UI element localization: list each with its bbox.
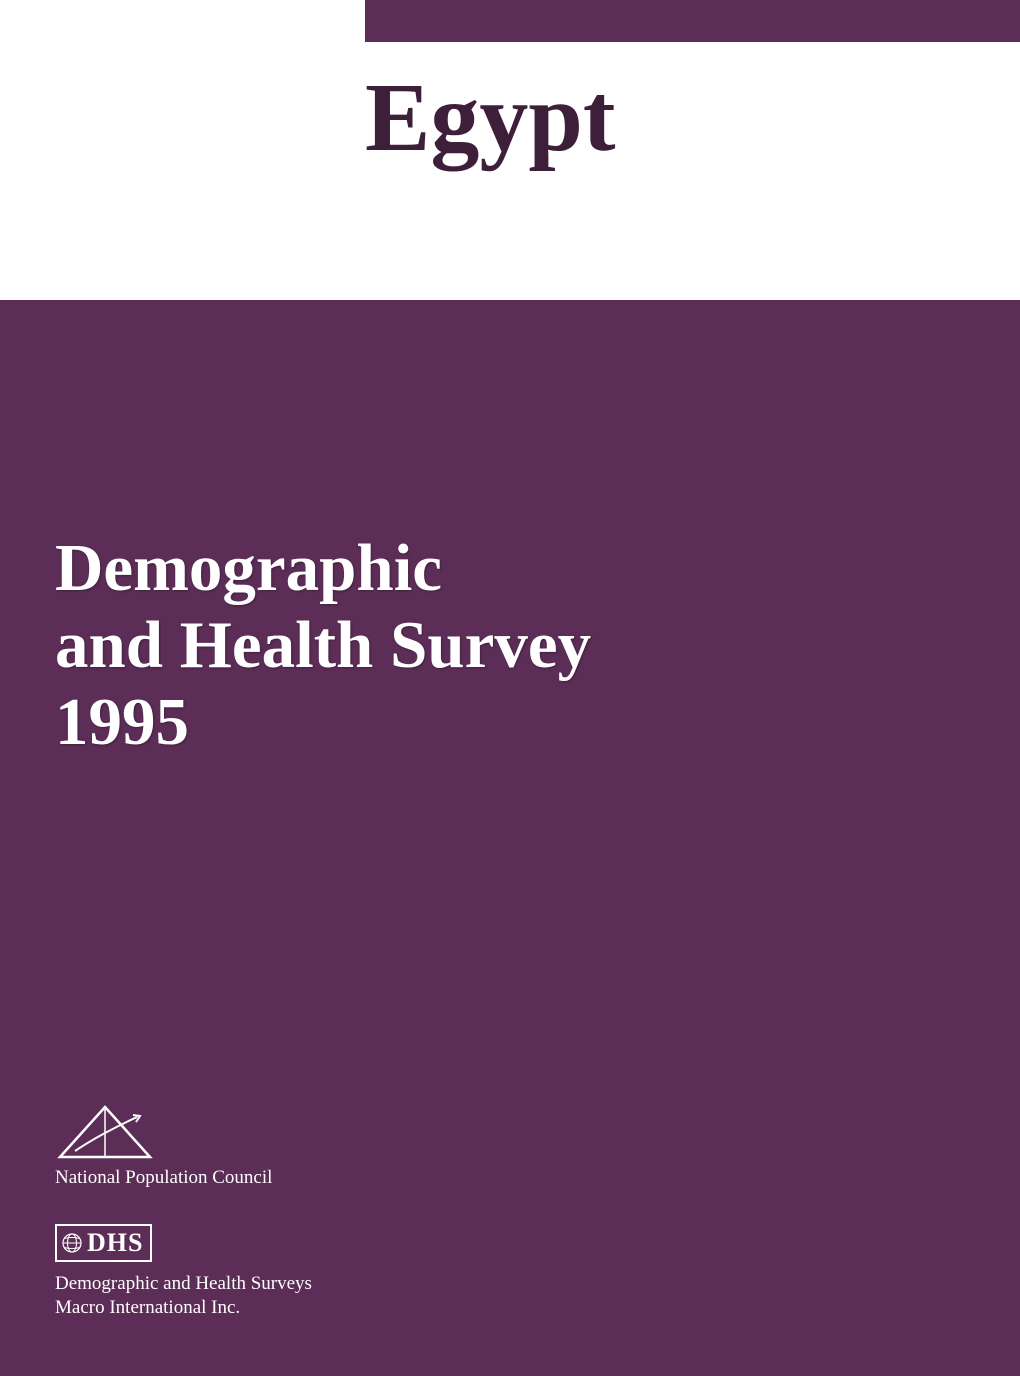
npc-logo-block: National Population Council (55, 1103, 312, 1189)
dhs-badge: DHS (55, 1224, 152, 1262)
logos-section: National Population Council DHS Demograp… (55, 1103, 312, 1321)
survey-title-line-1: Demographic (55, 530, 591, 607)
report-cover: Egypt Demographic and Health Survey 1995… (0, 0, 1020, 1376)
top-accent-bar (365, 0, 1020, 42)
country-title: Egypt (365, 62, 616, 174)
globe-icon (62, 1233, 82, 1253)
main-color-panel: Demographic and Health Survey 1995 Natio… (0, 300, 1020, 1376)
npc-label: National Population Council (55, 1167, 312, 1189)
survey-title: Demographic and Health Survey 1995 (55, 530, 591, 761)
pyramid-icon (55, 1103, 155, 1161)
dhs-badge-label: DHS (87, 1228, 143, 1258)
survey-title-line-2: and Health Survey (55, 607, 591, 684)
dhs-logo-block: DHS Demographic and Health Surveys Macro… (55, 1224, 312, 1321)
dhs-org-line-2: Macro International Inc. (55, 1296, 312, 1321)
survey-title-line-3: 1995 (55, 684, 591, 761)
dhs-org-line-1: Demographic and Health Surveys (55, 1272, 312, 1297)
